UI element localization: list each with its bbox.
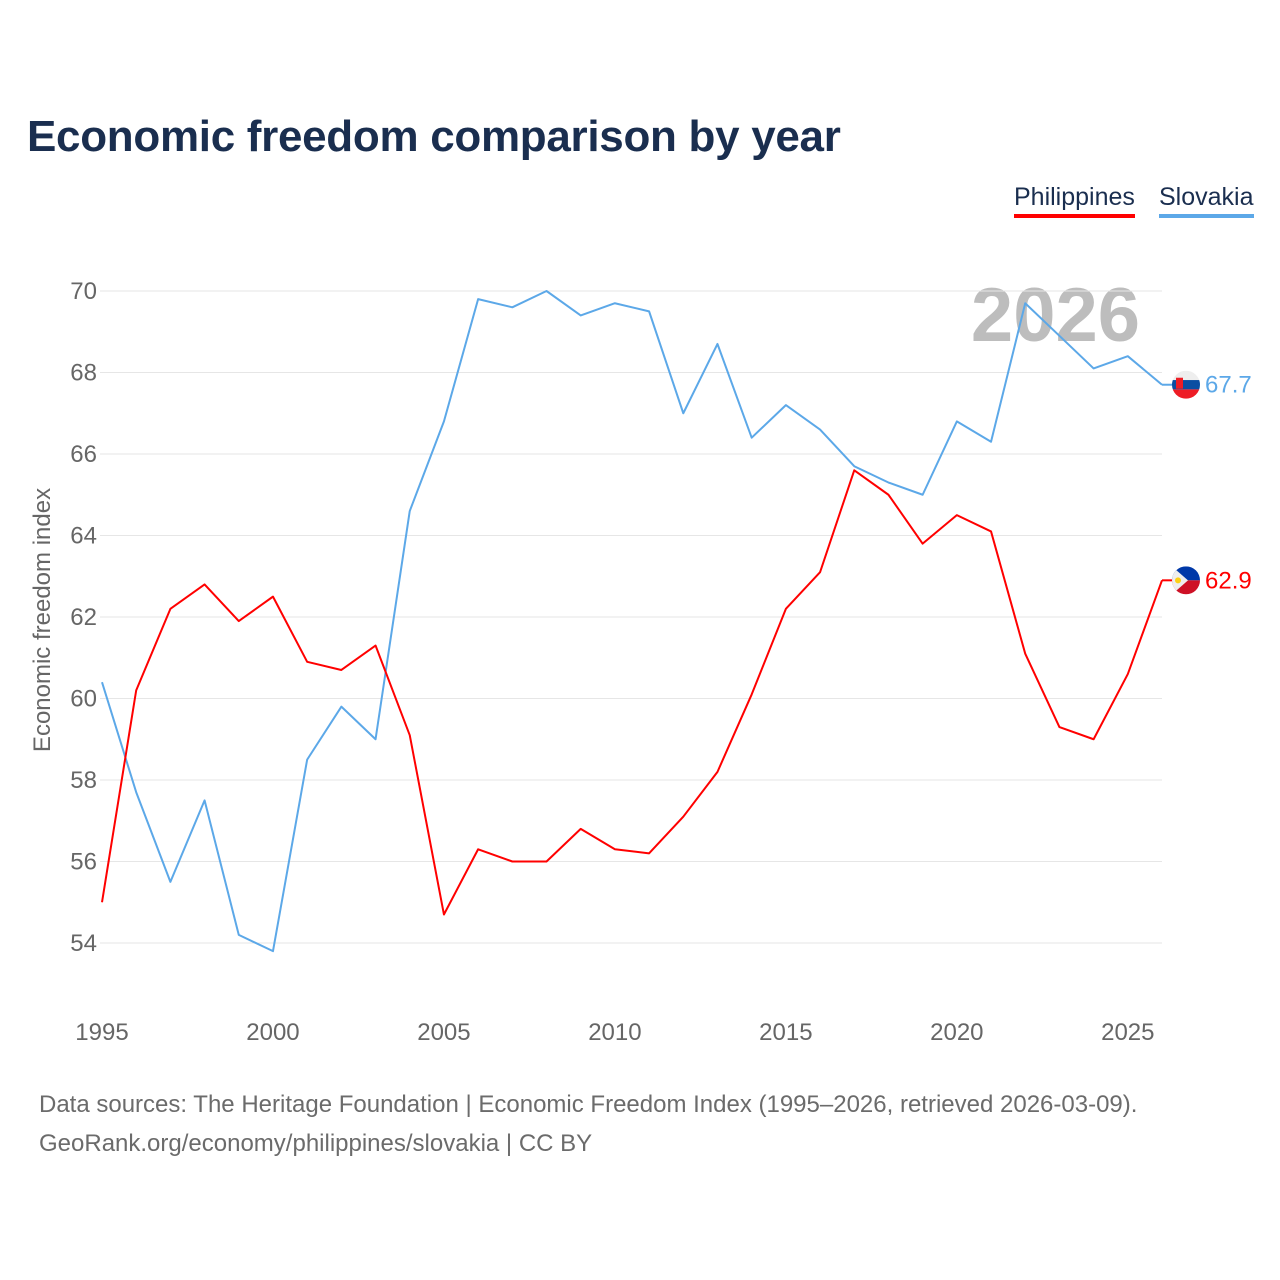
- series-line-slovakia: [101, 290, 1163, 953]
- chart-title: Economic freedom comparison by year: [27, 112, 841, 161]
- y-tick-label: 54: [70, 930, 97, 957]
- y-tick-label: 70: [70, 278, 97, 305]
- x-tick-label: 2010: [588, 1019, 641, 1046]
- end-value-label-philippines: 62.9: [1205, 567, 1252, 594]
- x-tick-label: 2005: [417, 1019, 470, 1046]
- series-line-philippines: [101, 469, 1163, 916]
- y-tick-label: 62: [70, 604, 97, 631]
- slovakia-flag-icon: [1172, 370, 1200, 399]
- x-tick-label: 2025: [1101, 1019, 1154, 1046]
- source-link[interactable]: GeoRank.org/economy/philippines/slovakia…: [39, 1130, 593, 1157]
- x-tick-label: 2015: [759, 1019, 812, 1046]
- x-tick-label: 2000: [246, 1019, 299, 1046]
- philippines-flag-icon: [1172, 566, 1200, 595]
- end-value-label-slovakia: 67.7: [1205, 372, 1252, 399]
- legend-slovakia[interactable]: Slovakia: [1159, 183, 1254, 218]
- y-tick-label: 64: [70, 523, 97, 550]
- year-watermark: 2026: [971, 273, 1140, 358]
- y-tick-label: 68: [70, 360, 97, 387]
- legend-philippines[interactable]: Philippines: [1014, 183, 1135, 218]
- y-tick-label: 66: [70, 441, 97, 468]
- x-tick-label: 2020: [930, 1019, 983, 1046]
- data-source-text: Data sources: The Heritage Foundation | …: [39, 1091, 1138, 1118]
- x-tick-label: 1995: [75, 1019, 128, 1046]
- y-tick-label: 60: [70, 686, 97, 713]
- y-tick-label: 58: [70, 767, 97, 794]
- y-axis-label: Economic freedom index: [29, 488, 56, 752]
- y-tick-label: 56: [70, 849, 97, 876]
- footer: Data sources: The Heritage Foundation | …: [39, 1085, 1137, 1163]
